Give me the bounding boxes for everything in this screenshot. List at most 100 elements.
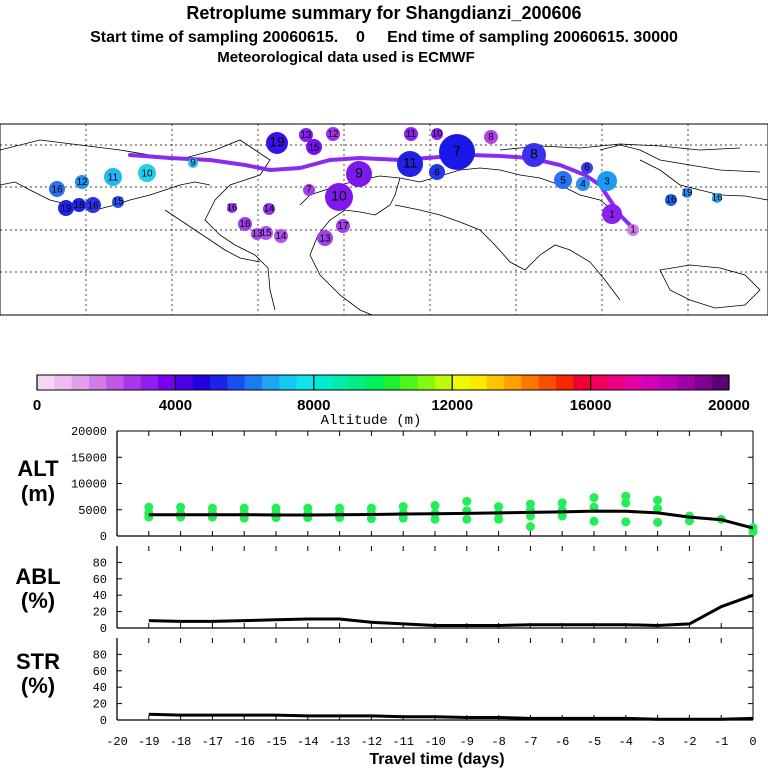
altitude-cluster-point bbox=[494, 514, 504, 524]
panel-0: 0 5000 10000 15000 20000 bbox=[71, 425, 758, 544]
x-tick-label: -14 bbox=[297, 735, 319, 749]
colorbar-swatch bbox=[175, 375, 194, 390]
colorbar-swatch bbox=[106, 375, 124, 390]
colorbar-swatch bbox=[677, 375, 695, 390]
map-marker bbox=[138, 164, 156, 182]
map-marker-label: 14 bbox=[263, 204, 275, 215]
map-marker bbox=[85, 197, 101, 213]
map-marker-label: 16 bbox=[239, 219, 251, 230]
colorbar-swatch bbox=[469, 375, 488, 390]
altitude-cluster-point bbox=[366, 514, 376, 524]
map-marker-label: 6 bbox=[584, 163, 590, 174]
map-marker bbox=[325, 183, 353, 211]
map-marker bbox=[263, 203, 275, 215]
map-marker-label: 11 bbox=[403, 155, 418, 171]
map-marker-label: 10 bbox=[331, 188, 347, 204]
y-tick-label: 15000 bbox=[71, 451, 107, 465]
y-tick-label: 20 bbox=[93, 698, 107, 712]
str-unit: (%) bbox=[21, 673, 55, 698]
x-tick-label: -11 bbox=[392, 735, 414, 749]
map-marker bbox=[439, 134, 475, 170]
map-marker bbox=[259, 226, 273, 240]
map-marker bbox=[397, 151, 423, 177]
y-tick-label: 10000 bbox=[71, 478, 107, 492]
map-marker-label: 13 bbox=[300, 130, 312, 141]
map-marker bbox=[75, 175, 89, 189]
map-marker-label: 11 bbox=[108, 173, 119, 184]
map-marker bbox=[58, 200, 74, 216]
colorbar-swatch bbox=[313, 375, 332, 390]
colorbar-swatch bbox=[486, 375, 505, 390]
map-marker-label: 14 bbox=[275, 231, 287, 242]
colorbar-swatch bbox=[71, 375, 90, 390]
altitude-cluster-point bbox=[462, 496, 472, 506]
map-marker bbox=[227, 203, 237, 213]
colorbar-swatch bbox=[521, 375, 540, 390]
colorbar-swatch bbox=[590, 375, 609, 390]
series-line bbox=[148, 593, 754, 627]
y-tick-label: 60 bbox=[93, 665, 107, 679]
altitude-cluster-point bbox=[430, 514, 440, 524]
map-marker bbox=[581, 162, 593, 174]
map-marker-label: 15 bbox=[308, 143, 320, 154]
colorbar-swatch bbox=[383, 375, 401, 390]
abl-label: ABL bbox=[15, 564, 60, 589]
abl-unit: (%) bbox=[21, 588, 55, 613]
map-marker bbox=[299, 128, 313, 142]
map-marker bbox=[326, 127, 340, 141]
panel-1: 0 20 40 60 80 bbox=[93, 535, 754, 636]
colorbar-swatch bbox=[158, 375, 176, 390]
altitude-cluster-point bbox=[525, 522, 535, 532]
x-tick-label: -16 bbox=[233, 735, 255, 749]
colorbar-tick-label: 12000 bbox=[431, 397, 473, 414]
map-marker-label: 18 bbox=[73, 200, 85, 211]
x-tick-label: -19 bbox=[138, 735, 160, 749]
altitude-cluster-point bbox=[557, 498, 567, 508]
map-marker-label: 16 bbox=[87, 201, 99, 212]
colorbar-swatch bbox=[659, 375, 678, 390]
map-marker bbox=[72, 198, 86, 212]
colorbar-swatch bbox=[452, 375, 470, 390]
map-marker bbox=[431, 128, 443, 140]
x-tick-label: -18 bbox=[170, 735, 192, 749]
colorbar-swatch bbox=[123, 375, 142, 390]
map-marker bbox=[251, 228, 263, 240]
y-tick-label: 40 bbox=[93, 681, 107, 695]
map-marker-label: 19 bbox=[681, 187, 693, 198]
map-marker-label: 19 bbox=[269, 134, 285, 150]
colorbar-tick-label: 16000 bbox=[570, 397, 612, 414]
colorbar-swatch bbox=[261, 375, 280, 390]
map-marker-label: 13 bbox=[319, 234, 331, 245]
colorbar-tick-label: 20000 bbox=[708, 397, 750, 414]
map-marker bbox=[627, 224, 639, 236]
y-tick-label: 60 bbox=[93, 573, 107, 587]
figure-title: Retroplume summary for Shangdianzi_20060… bbox=[186, 3, 581, 23]
map-frame bbox=[0, 123, 768, 316]
map-marker-label: 11 bbox=[406, 129, 417, 140]
x-tick-label: -6 bbox=[555, 735, 569, 749]
y-tick-label: 5000 bbox=[78, 504, 107, 518]
x-tick-label: -4 bbox=[619, 735, 633, 749]
map-marker-label: 9 bbox=[355, 165, 363, 181]
colorbar-swatch bbox=[365, 375, 384, 390]
altitude-cluster-point bbox=[653, 504, 663, 514]
map-marker bbox=[306, 139, 322, 155]
str-label: STR bbox=[16, 649, 60, 674]
map-marker-label: 17 bbox=[337, 221, 349, 232]
map-marker-label: 16 bbox=[665, 195, 677, 206]
altitude-cluster-point bbox=[494, 502, 504, 512]
map-marker-label: 15 bbox=[112, 197, 124, 208]
y-tick-label: 0 bbox=[100, 530, 107, 544]
map-marker-label: 6 bbox=[434, 168, 440, 179]
colorbar-swatch bbox=[227, 375, 245, 390]
colorbar-swatch bbox=[625, 375, 643, 390]
y-tick-label: 0 bbox=[100, 622, 107, 636]
x-tick-label: -1 bbox=[714, 735, 728, 749]
colorbar-swatch bbox=[434, 375, 453, 390]
colorbar-tick-label: 8000 bbox=[297, 397, 330, 414]
altitude-cluster-point bbox=[525, 499, 535, 509]
map-marker bbox=[346, 161, 372, 187]
colorbar-swatch bbox=[279, 375, 297, 390]
